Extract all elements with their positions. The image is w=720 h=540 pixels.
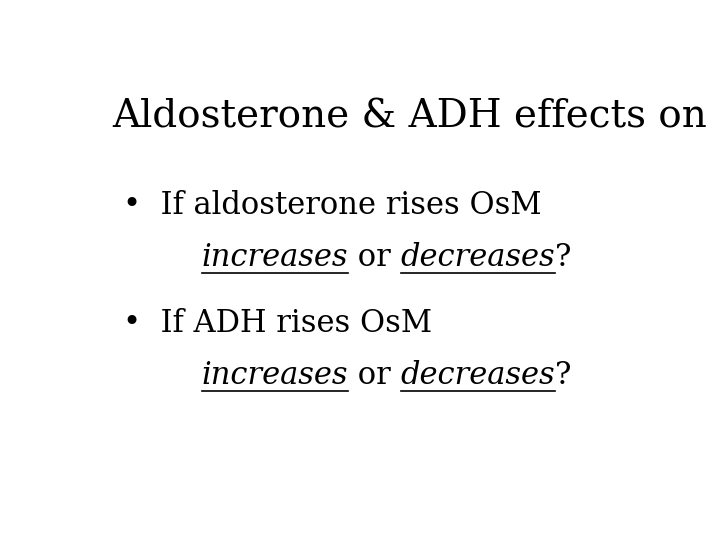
Text: ?: ?	[555, 360, 572, 391]
Text: or: or	[348, 241, 400, 273]
Text: Aldosterone & ADH effects on OsM: Aldosterone & ADH effects on OsM	[112, 98, 720, 135]
Text: decreases: decreases	[400, 241, 555, 273]
Text: •  If ADH rises OsM: • If ADH rises OsM	[124, 308, 433, 339]
Text: ?: ?	[555, 241, 572, 273]
Text: •  If aldosterone rises OsM: • If aldosterone rises OsM	[124, 190, 542, 220]
Text: increases: increases	[202, 241, 348, 273]
Text: decreases: decreases	[400, 360, 555, 391]
Text: or: or	[348, 360, 400, 391]
Text: increases: increases	[202, 360, 348, 391]
